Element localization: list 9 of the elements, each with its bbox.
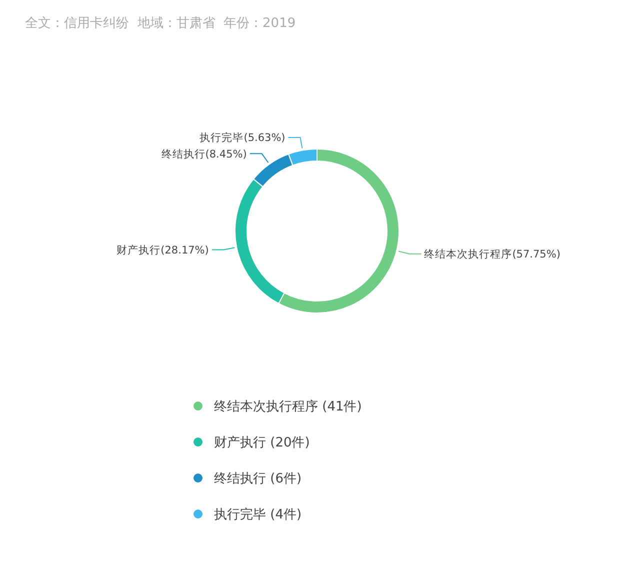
legend-label: 终结本次执行程序 (41件)	[214, 398, 362, 415]
chart-title: 全文：信用卡纠纷 地域：甘肃省 年份：2019	[25, 16, 296, 31]
legend-label: 财产执行 (20件)	[214, 436, 310, 451]
data-label: 财产执行(28.17%)	[116, 243, 209, 256]
legend-label: 执行完毕 (4件)	[214, 506, 302, 523]
data-label: 执行完毕(5.63%)	[200, 131, 286, 144]
data-label: 终结执行(8.45%)	[161, 147, 247, 160]
legend-label: 终结执行 (6件)	[214, 472, 302, 487]
data-label: 终结本次执行程序(57.75%)	[424, 248, 560, 261]
